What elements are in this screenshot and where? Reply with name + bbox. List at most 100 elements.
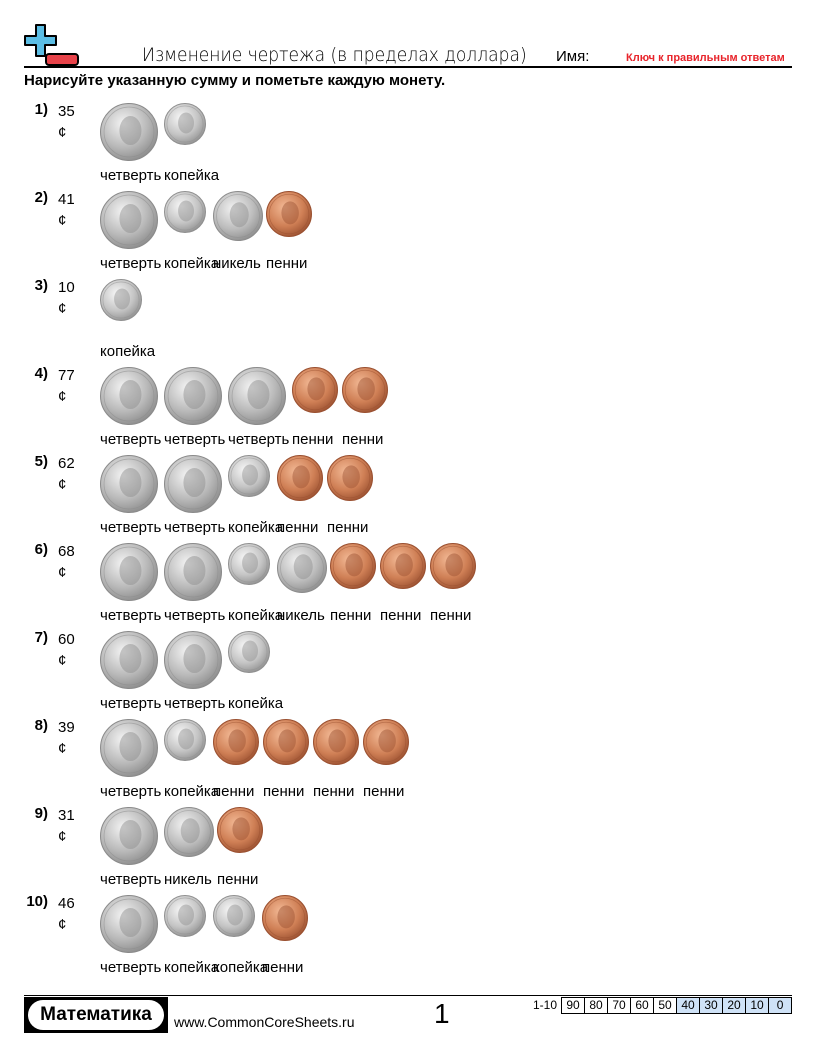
problem-number: 4) xyxy=(34,365,48,382)
score-cell: 0 xyxy=(768,997,793,1014)
site-url: www.CommonCoreSheets.ru xyxy=(174,1014,355,1030)
cent-sign: ¢ xyxy=(58,300,67,317)
coin-label: копейка xyxy=(164,255,220,272)
coin-label: пенни xyxy=(292,431,334,448)
coin-label: четверть xyxy=(100,783,162,800)
coin-label: никель xyxy=(213,255,261,272)
coin-label: четверть xyxy=(164,431,226,448)
coin-label: копейка xyxy=(228,607,284,624)
problem-9: 9) 31 ¢ четверть никель пенни xyxy=(0,805,816,893)
quarter-coin-icon xyxy=(100,631,158,689)
page-number: 1 xyxy=(434,998,450,1029)
quarter-coin-icon xyxy=(100,191,158,249)
amount-value: 39 xyxy=(58,719,75,736)
amount-value: 60 xyxy=(58,631,75,648)
dime-coin-icon xyxy=(164,103,206,145)
coin-label: четверть xyxy=(100,519,162,536)
cent-sign: ¢ xyxy=(58,476,67,493)
coin-label: копейка xyxy=(164,783,220,800)
score-cell: 40 xyxy=(676,997,700,1014)
coin-label: пенни xyxy=(217,871,259,888)
worksheet-title: Изменение чертежа (в пределах доллара) xyxy=(142,44,527,66)
amount: 60 ¢ xyxy=(58,629,78,671)
dime-coin-icon xyxy=(164,191,206,233)
problem-1: 1) 35 ¢ четверть копейка xyxy=(0,101,816,189)
coin-label: пенни xyxy=(342,431,384,448)
coin-label: копейка xyxy=(100,343,156,360)
amount-value: 62 xyxy=(58,455,75,472)
penny-coin-icon xyxy=(277,455,323,501)
score-cell: 10 xyxy=(745,997,769,1014)
coin-label: четверть xyxy=(100,871,162,888)
amount: 41 ¢ xyxy=(58,189,78,231)
dime-coin-icon xyxy=(228,543,270,585)
header-divider xyxy=(24,66,792,68)
coin-label: пенни xyxy=(262,959,304,976)
quarter-coin-icon xyxy=(100,543,158,601)
coin-label: пенни xyxy=(263,783,305,800)
penny-coin-icon xyxy=(266,191,312,237)
penny-coin-icon xyxy=(330,543,376,589)
instructions: Нарисуйте указанную сумму и пометьте каж… xyxy=(24,72,446,89)
problem-2: 2) 41 ¢ четверть копейка никель пенни xyxy=(0,189,816,277)
penny-coin-icon xyxy=(263,719,309,765)
brand-label: Математика xyxy=(28,1000,164,1030)
score-table: 1-10 90 80 70 60 50 40 30 20 10 0 xyxy=(533,997,793,1014)
penny-coin-icon xyxy=(430,543,476,589)
quarter-coin-icon xyxy=(100,895,158,953)
coin-label: пенни xyxy=(363,783,405,800)
score-cell: 60 xyxy=(630,997,654,1014)
amount-value: 46 xyxy=(58,895,75,912)
coin-label: четверть xyxy=(100,431,162,448)
coin-label: никель xyxy=(277,607,325,624)
quarter-coin-icon xyxy=(164,367,222,425)
amount: 31 ¢ xyxy=(58,805,78,847)
coin-label: пенни xyxy=(277,519,319,536)
problem-number: 10) xyxy=(26,893,48,910)
score-cell: 80 xyxy=(584,997,608,1014)
problem-number: 1) xyxy=(34,101,48,118)
penny-coin-icon xyxy=(213,719,259,765)
nickel-coin-icon xyxy=(277,543,327,593)
nickel-coin-icon xyxy=(213,191,263,241)
amount-value: 68 xyxy=(58,543,75,560)
penny-coin-icon xyxy=(380,543,426,589)
amount-value: 35 xyxy=(58,103,75,120)
coin-label: четверть xyxy=(164,695,226,712)
quarter-coin-icon xyxy=(100,807,158,865)
cent-sign: ¢ xyxy=(58,388,67,405)
coin-label: четверть xyxy=(100,695,162,712)
footer-divider xyxy=(24,995,792,996)
score-cell: 90 xyxy=(561,997,585,1014)
problem-4: 4) 77 ¢ четверть четверть четверть пенни … xyxy=(0,365,816,453)
coin-label: пенни xyxy=(266,255,308,272)
amount: 39 ¢ xyxy=(58,717,78,759)
penny-coin-icon xyxy=(363,719,409,765)
cent-sign: ¢ xyxy=(58,124,67,141)
dime-coin-icon xyxy=(164,719,206,761)
amount-value: 41 xyxy=(58,191,75,208)
nickel-coin-icon xyxy=(164,807,214,857)
amount: 46 ¢ xyxy=(58,893,78,935)
quarter-coin-icon xyxy=(228,367,286,425)
score-range: 1-10 xyxy=(533,998,558,1012)
coin-label: пенни xyxy=(430,607,472,624)
dime-coin-icon xyxy=(228,455,270,497)
cent-sign: ¢ xyxy=(58,564,67,581)
problem-8: 8) 39 ¢ четверть копейка пенни пенни пенн… xyxy=(0,717,816,805)
coin-label: никель xyxy=(164,871,212,888)
coin-label: четверть xyxy=(100,167,162,184)
problem-7: 7) 60 ¢ четверть четверть копейка xyxy=(0,629,816,717)
coin-label: копейка xyxy=(164,959,220,976)
penny-coin-icon xyxy=(313,719,359,765)
problem-5: 5) 62 ¢ четверть четверть копейка пенни п… xyxy=(0,453,816,541)
dime-coin-icon xyxy=(213,895,255,937)
coin-label: копейка xyxy=(213,959,269,976)
amount: 35 ¢ xyxy=(58,101,78,143)
cent-sign: ¢ xyxy=(58,212,67,229)
problem-number: 3) xyxy=(34,277,48,294)
amount: 77 ¢ xyxy=(58,365,78,407)
coin-label: пенни xyxy=(330,607,372,624)
score-cell: 70 xyxy=(607,997,631,1014)
penny-coin-icon xyxy=(327,455,373,501)
